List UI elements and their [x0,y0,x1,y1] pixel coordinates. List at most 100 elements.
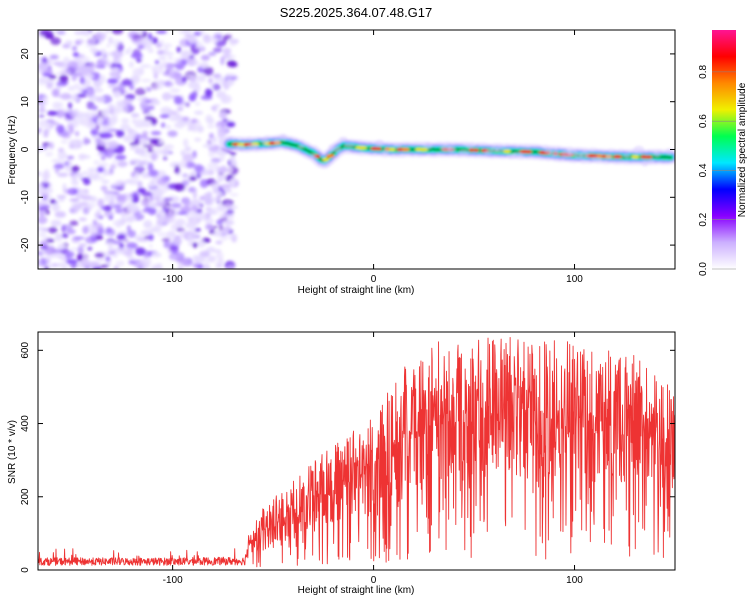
noise-blob [151,66,158,70]
noise-blob [57,151,68,160]
noise-blob [159,40,164,44]
noise-blob [147,183,155,187]
ridge-halo [622,153,631,159]
noise-blob [179,159,188,169]
noise-blob [38,127,41,134]
x-tick-label: -100 [163,274,183,285]
ridge-halo [333,145,341,153]
noise-blob [55,124,65,134]
snr-axes: -100 0 100 0 200 400 600 [20,332,675,586]
noise-blob [56,81,68,87]
noise-blob [116,194,128,203]
noise-blob [86,37,97,46]
noise-blob [165,124,172,130]
noise-blob [111,253,119,258]
ridge-halo [466,143,474,149]
noise-blob [115,208,123,214]
noise-blob [208,77,213,84]
y-tick-label: 600 [20,342,31,359]
noise-blob [38,231,47,238]
noise-blob [100,185,108,192]
noise-blob [182,153,195,162]
noise-blob [110,201,119,206]
noise-blob [180,150,186,156]
noise-blob [105,255,111,262]
noise-blob [227,234,238,240]
ridge-halo [591,156,603,162]
ridge-hotspot [469,148,475,152]
noise-blob [215,40,226,47]
noise-blob [148,49,154,53]
noise-blob [69,247,80,251]
noise-blob [147,207,157,216]
noise-blob [178,30,189,35]
ridge-halo [580,150,590,159]
noise-blob [56,30,66,35]
noise-blob [199,61,209,69]
noise-blob [209,132,214,139]
noise-blob [48,123,54,129]
noise-blob [77,253,83,262]
noise-blob [111,30,124,35]
noise-blob [73,121,79,129]
noise-blob [104,242,115,245]
noise-blob [142,118,152,128]
noise-blob [38,114,45,118]
noise-blob [105,30,111,34]
noise-blob [144,99,152,104]
snr-plot-area [38,332,675,570]
ridge-halo [374,139,385,147]
noise-blob [45,254,55,259]
noise-blob [57,243,66,250]
noise-blob [73,83,81,90]
noise-blob [116,200,126,206]
noise-blob [189,219,200,227]
noise-blob [228,166,233,175]
noise-blob [224,34,233,40]
noise-blob [124,197,134,201]
noise-blob [176,106,184,112]
noise-blob [141,130,149,136]
noise-blob [150,131,162,136]
noise-blob [158,56,167,60]
colorbar-ticks: 0.0 0.2 0.4 0.6 0.8 [698,64,736,276]
noise-blob [45,151,54,157]
noise-blob [192,242,198,248]
noise-blob [71,140,78,145]
noise-blob [134,171,140,180]
noise-blob [42,228,51,232]
noise-blob [177,211,188,215]
noise-blob [162,147,170,157]
noise-blob [112,89,122,99]
noise-blob [50,219,62,227]
noise-blob [226,264,236,269]
noise-blob [73,204,83,211]
noise-blob [84,65,91,73]
noise-blob [204,88,213,98]
colorbar: 0.0 0.2 0.4 0.6 0.8 Normalized spectral ampl… [698,30,748,276]
noise-blob [59,74,69,84]
noise-blob [199,179,209,188]
ridge-halo [381,149,390,155]
noise-blob [158,140,164,144]
noise-blob [56,262,68,268]
x-tick-label: -100 [163,575,183,586]
noise-blob [168,70,175,80]
noise-blob [215,149,228,157]
noise-blob [219,155,225,162]
noise-blob [141,191,154,197]
noise-blob [71,74,77,82]
noise-blob [150,152,160,160]
noise-blob [99,264,109,268]
noise-blob [51,248,63,254]
noise-blob [129,61,134,68]
ridge-halo [495,146,505,153]
colorbar-tick-label: 0.0 [698,262,709,276]
noise-blob [148,234,154,241]
noise-blob [90,110,97,119]
noise-blob [204,197,213,206]
noise-blob [146,105,155,111]
colorbar-tick-label: 0.8 [698,64,709,78]
noise-blob [195,228,201,232]
noise-blob [82,30,91,36]
